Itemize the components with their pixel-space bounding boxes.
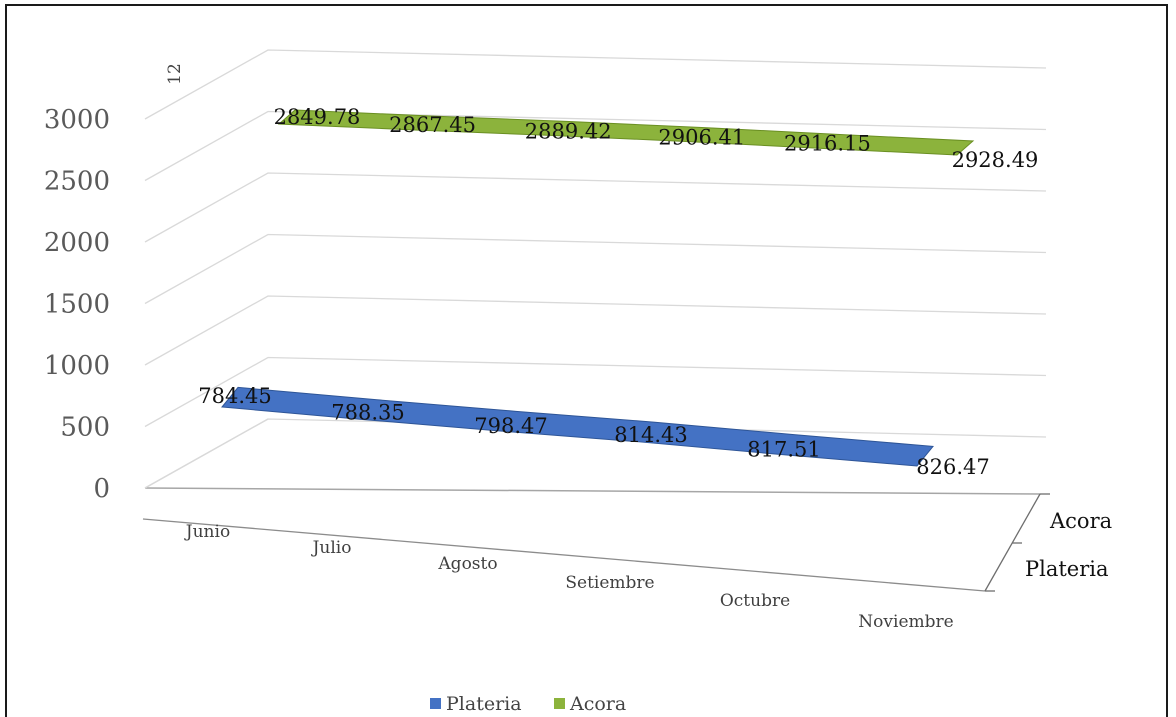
legend-item-acora: Acora <box>554 693 626 715</box>
data-label-acora-octubre: 2916.15 <box>784 131 871 155</box>
x-tick-agosto: Agosto <box>437 554 497 574</box>
x-tick-junio: Junio <box>184 522 230 542</box>
gridline-2000 <box>144 172 1047 243</box>
data-label-plateria-julio: 788.35 <box>331 400 404 424</box>
y-tick-3000: 3000 <box>44 105 110 135</box>
gridline-2500 <box>144 110 1047 182</box>
legend-item-plateria: Plateria <box>430 693 522 715</box>
data-label-plateria-octubre: 817.51 <box>747 437 820 461</box>
x-tick-octubre: Octubre <box>720 591 790 611</box>
legend-swatch-plateria <box>430 698 441 709</box>
depth-label-acora: Acora <box>1049 509 1112 533</box>
gridline-1000 <box>144 295 1047 366</box>
y-tick-2000: 2000 <box>44 228 110 258</box>
series-ribbon-plateria <box>221 386 934 467</box>
gridline-1500 <box>144 233 1047 305</box>
data-label-plateria-agosto: 798.47 <box>474 414 547 438</box>
gridline-3000 <box>144 49 1047 120</box>
data-label-acora-setiembre: 2906.41 <box>658 125 745 149</box>
data-label-plateria-setiembre: 814.43 <box>614 423 687 447</box>
series-ribbon-acora <box>277 109 975 156</box>
data-label-acora-agosto: 2889.42 <box>525 119 612 143</box>
floor-front-edge <box>144 487 1041 495</box>
legend-swatch-acora <box>554 698 565 709</box>
y-tick-1500: 1500 <box>44 290 110 320</box>
legend-label-plateria: Plateria <box>446 693 522 715</box>
corner-label: 12 <box>165 63 185 85</box>
gridline-500 <box>144 356 1047 428</box>
x-tick-noviembre: Noviembre <box>858 612 953 632</box>
data-label-acora-julio: 2867.45 <box>389 113 476 137</box>
data-label-acora-noviembre: 2928.49 <box>952 148 1039 172</box>
data-label-plateria-junio: 784.45 <box>198 384 271 408</box>
y-tick-1000: 1000 <box>44 351 110 381</box>
data-label-plateria-noviembre: 826.47 <box>916 455 989 479</box>
x-tick-julio: Julio <box>311 538 352 558</box>
category-axis <box>142 518 986 592</box>
depth-label-plateria: Plateria <box>1025 557 1109 581</box>
y-tick-2500: 2500 <box>44 167 110 197</box>
floor-left-edge <box>144 418 269 489</box>
y-tick-0: 0 <box>93 474 110 504</box>
y-tick-500: 500 <box>60 413 110 443</box>
legend-label-acora: Acora <box>569 693 626 715</box>
x-tick-setiembre: Setiembre <box>565 573 654 593</box>
data-label-acora-junio: 2849.78 <box>274 105 361 129</box>
